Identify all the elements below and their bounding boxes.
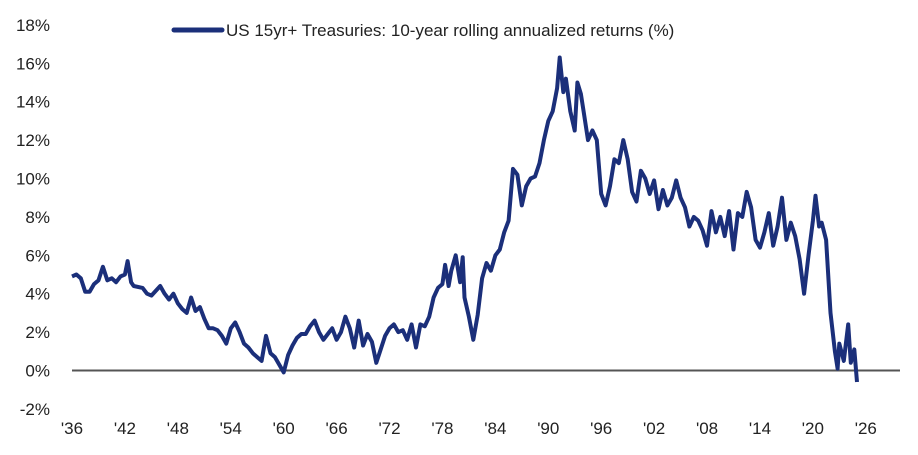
x-tick-label: '42 [114,419,136,438]
x-tick-label: '78 [431,419,453,438]
series-line [71,55,859,383]
x-tick-label: '60 [273,419,295,438]
y-tick-label: 16% [16,54,50,73]
x-axis: '36 '42 '48 '54 '60 '66 '72 '78 '84 '90 '96 '02 '08 '… [61,419,877,438]
y-tick-label: 18% [16,16,50,35]
y-tick-label: 12% [16,131,50,150]
y-tick-label: 6% [25,246,50,265]
y-tick-label: -2% [20,400,50,419]
legend: US 15yr+ Treasuries: 10-year rolling ann… [171,21,674,40]
x-tick-label: '26 [855,419,877,438]
x-tick-label: '54 [220,419,242,438]
x-tick-label: '14 [749,419,771,438]
x-tick-label: '72 [378,419,400,438]
y-tick-label: 0% [25,362,50,381]
x-tick-label: '08 [696,419,718,438]
x-tick-label: '96 [590,419,612,438]
y-axis: 18% 16% 14% 12% 10% 8% 6% 4% 2% 0% -2% [16,16,50,419]
legend-label: US 15yr+ Treasuries: 10-year rolling ann… [226,21,674,40]
y-tick-label: 10% [16,170,50,189]
x-tick-label: '90 [537,419,559,438]
y-tick-label: 14% [16,93,50,112]
x-tick-label: '66 [326,419,348,438]
x-tick-label: '20 [802,419,824,438]
x-tick-label: '84 [484,419,506,438]
x-tick-label: '36 [61,419,83,438]
y-tick-label: 2% [25,323,50,342]
y-tick-label: 8% [25,208,50,227]
x-tick-label: '48 [167,419,189,438]
y-tick-label: 4% [25,285,50,304]
x-tick-label: '02 [643,419,665,438]
